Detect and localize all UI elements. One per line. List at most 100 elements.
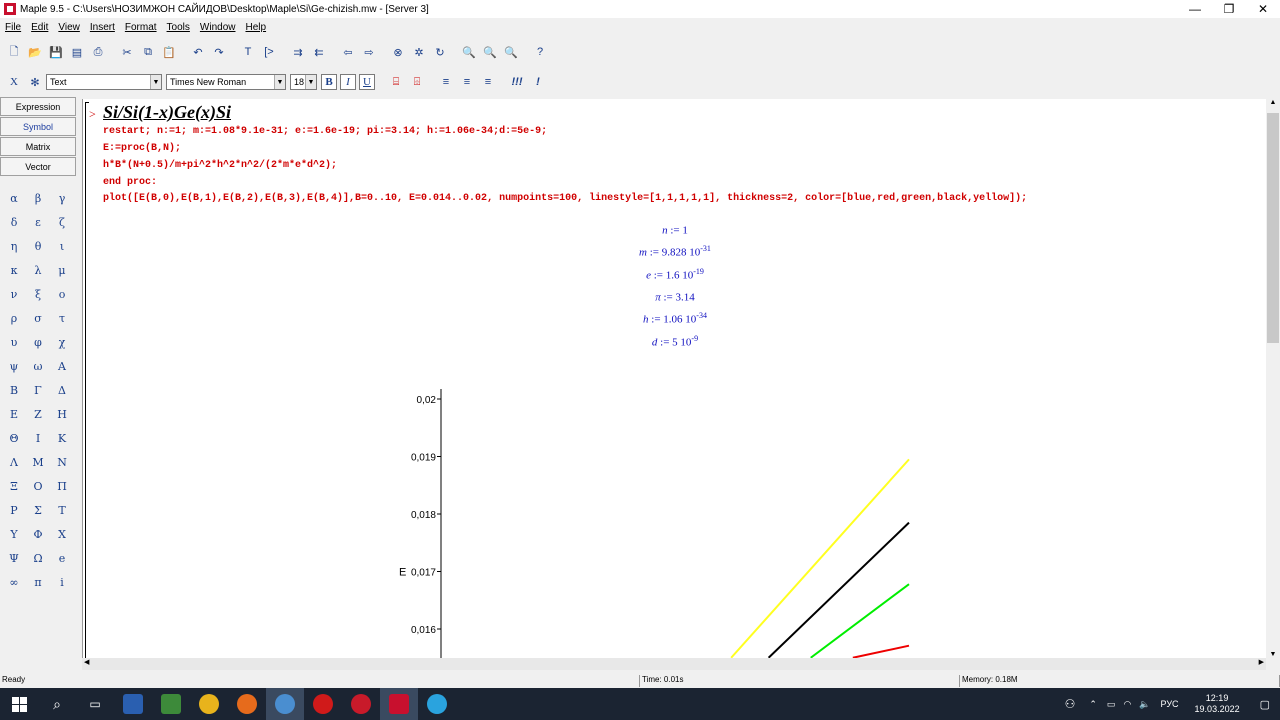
vertical-scrollbar[interactable]: ▲ ▼ xyxy=(1266,99,1280,658)
style-select[interactable]: Text ▼ xyxy=(46,74,162,90)
scroll-thumb[interactable] xyxy=(1267,113,1279,343)
symbol-button[interactable]: β xyxy=(34,191,42,205)
taskbar-app-save-icon[interactable] xyxy=(114,688,152,720)
palette-tab-expression[interactable]: Expression xyxy=(0,97,76,116)
taskbar-app-green-icon[interactable] xyxy=(152,688,190,720)
symbol-button[interactable]: Χ xyxy=(58,527,66,541)
symbol-button[interactable]: ρ xyxy=(10,311,18,325)
symbol-button[interactable]: Φ xyxy=(33,527,43,541)
symbol-button[interactable]: ε xyxy=(35,215,41,229)
restart-icon[interactable]: ↻ xyxy=(435,46,445,59)
symbol-button[interactable]: κ xyxy=(10,263,18,277)
symbol-button[interactable]: e xyxy=(58,551,66,565)
symbol-button[interactable]: ξ xyxy=(34,287,42,301)
symbol-button[interactable]: θ xyxy=(34,239,42,253)
telegram-icon[interactable] xyxy=(418,688,456,720)
menu-format[interactable]: Format xyxy=(124,21,157,33)
stop-icon[interactable]: ⊗ xyxy=(393,46,403,59)
symbol-button[interactable]: μ xyxy=(58,263,66,277)
code-line[interactable]: E:=proc(B,N); xyxy=(103,143,182,154)
symbol-button[interactable]: Θ xyxy=(9,431,19,445)
chevron-up-icon[interactable]: ⌃ xyxy=(1089,698,1097,709)
taskbar-app-globe-icon[interactable] xyxy=(266,688,304,720)
symbol-button[interactable]: ο xyxy=(58,287,66,301)
symbol-button[interactable]: υ xyxy=(10,335,18,349)
symbol-button[interactable]: Ο xyxy=(33,479,43,493)
symbol-button[interactable]: Γ xyxy=(34,383,42,397)
people-icon[interactable]: ⚇ xyxy=(1064,697,1076,711)
scroll-up-icon[interactable]: ▲ xyxy=(1269,99,1277,106)
text-mode-icon[interactable]: T xyxy=(244,46,252,58)
symbol-button[interactable]: η xyxy=(10,239,18,253)
open-file-icon[interactable]: 📂 xyxy=(28,46,42,59)
menu-help[interactable]: Help xyxy=(245,21,267,33)
symbol-button[interactable]: φ xyxy=(34,335,42,349)
palette-tab-matrix[interactable]: Matrix xyxy=(0,137,76,156)
outdent-icon[interactable]: ⇇ xyxy=(314,46,324,59)
volume-icon[interactable]: 🔈 xyxy=(1139,698,1151,709)
symbol-button[interactable]: π xyxy=(34,575,42,589)
back-icon[interactable]: ⇦ xyxy=(343,46,353,59)
menu-tools[interactable]: Tools xyxy=(166,21,190,33)
align-left-icon[interactable]: ≡ xyxy=(442,76,450,88)
zoom-100-icon[interactable]: 🔍 xyxy=(462,46,476,59)
symbol-button[interactable]: Β xyxy=(9,383,19,397)
taskbar-app-red-icon[interactable] xyxy=(342,688,380,720)
worksheet[interactable]: > Si/Si(1-x)Ge(x)Si restart; n:=1; m:=1.… xyxy=(82,99,1266,658)
align-right-icon[interactable]: ≡ xyxy=(484,76,492,88)
hyperlink-icon[interactable]: ⌹ xyxy=(413,75,421,88)
size-select[interactable]: 18 ▼ xyxy=(290,74,317,90)
search-icon[interactable]: ⌕ xyxy=(53,695,61,712)
symbol-button[interactable]: ι xyxy=(59,239,65,253)
symbol-button[interactable]: Π xyxy=(57,479,67,493)
symbol-button[interactable]: Ω xyxy=(33,551,43,565)
symbol-button[interactable]: ψ xyxy=(9,359,19,373)
maple-taskbar-icon[interactable] xyxy=(380,688,418,720)
close-button[interactable]: ✕ xyxy=(1257,2,1269,16)
symbol-button[interactable]: α xyxy=(10,191,18,205)
symbol-button[interactable]: Ζ xyxy=(34,407,42,421)
execution-group-bracket[interactable] xyxy=(85,102,89,658)
execute-all-icon[interactable]: ✲ xyxy=(414,46,424,59)
chrome-icon[interactable] xyxy=(190,688,228,720)
task-view-icon[interactable]: ▭ xyxy=(89,697,101,711)
undo-icon[interactable]: ↶ xyxy=(193,46,203,59)
indent-icon[interactable]: ⇉ xyxy=(293,46,303,59)
code-line[interactable]: restart; n:=1; m:=1.08*9.1e-31; e:=1.6e-… xyxy=(103,126,548,137)
execute-icon[interactable]: ! xyxy=(536,76,540,88)
symbol-button[interactable]: γ xyxy=(58,191,66,205)
symbol-button[interactable]: δ xyxy=(10,215,18,229)
notification-icon[interactable]: ▢ xyxy=(1259,698,1270,711)
menu-edit[interactable]: Edit xyxy=(31,21,49,33)
palette-tab-symbol[interactable]: Symbol xyxy=(0,117,76,136)
symbol-button[interactable]: Ν xyxy=(57,455,67,469)
scroll-right-icon[interactable]: ▶ xyxy=(1258,659,1264,666)
battery-icon[interactable]: ▭ xyxy=(1106,698,1116,709)
code-line[interactable]: plot([E(B,0),E(B,1),E(B,2),E(B,3),E(B,4)… xyxy=(103,193,1028,204)
symbol-button[interactable]: τ xyxy=(58,311,66,325)
palette-tab-vector[interactable]: Vector xyxy=(0,157,76,176)
symbol-button[interactable]: Υ xyxy=(10,527,18,541)
copy-icon[interactable]: ⧉ xyxy=(144,45,152,58)
symbol-button[interactable]: Ρ xyxy=(10,503,18,517)
zoom-200-icon[interactable]: 🔍 xyxy=(504,46,518,59)
italic-button[interactable]: I xyxy=(340,74,356,90)
symbol-button[interactable]: σ xyxy=(34,311,42,325)
language-indicator[interactable]: РУС xyxy=(1160,699,1179,709)
windows-start-icon[interactable] xyxy=(0,688,38,720)
symbol-button[interactable]: Ι xyxy=(35,431,41,445)
save-icon[interactable]: 💾 xyxy=(49,46,63,59)
execute-group-icon[interactable]: !!! xyxy=(511,76,523,88)
new-file-icon[interactable]: 🗋 xyxy=(9,45,19,58)
minimize-button[interactable]: — xyxy=(1189,2,1201,16)
print-icon[interactable]: ⎙ xyxy=(93,45,103,58)
symbol-button[interactable]: Σ xyxy=(34,503,42,517)
menu-file[interactable]: File xyxy=(5,21,22,33)
menu-view[interactable]: View xyxy=(58,21,80,33)
code-line[interactable]: h*B*(N+0.5)/m+pi^2*h^2*n^2/(2*m*e*d^2); xyxy=(103,160,338,171)
font-select[interactable]: Times New Roman ▼ xyxy=(166,74,286,90)
menu-insert[interactable]: Insert xyxy=(89,21,115,33)
symbol-button[interactable]: Λ xyxy=(10,455,18,469)
bookmark-icon[interactable]: ⌸ xyxy=(392,75,400,88)
symbol-button[interactable]: Τ xyxy=(58,503,66,517)
